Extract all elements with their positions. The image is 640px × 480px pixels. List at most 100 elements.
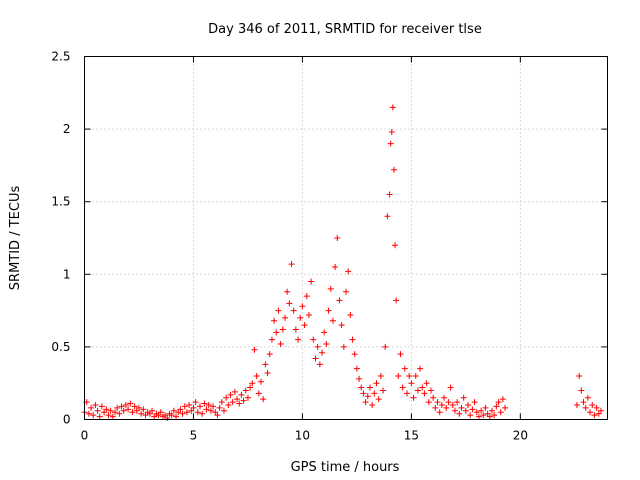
- data-point: [149, 407, 156, 414]
- data-point: [218, 399, 225, 406]
- data-point: [430, 394, 437, 401]
- data-point: [192, 399, 199, 406]
- data-point: [247, 384, 254, 391]
- chart-title: Day 346 of 2011, SRMTID for receiver tls…: [208, 22, 482, 37]
- data-point: [186, 401, 193, 408]
- plot-frame: [84, 56, 608, 420]
- data-point: [334, 235, 341, 241]
- data-point: [573, 401, 580, 408]
- data-point: [98, 403, 105, 410]
- data-point: [94, 407, 101, 414]
- data-point: [343, 288, 349, 295]
- data-point: [118, 403, 125, 410]
- data-point: [258, 378, 265, 385]
- data-point: [495, 399, 502, 406]
- data-point: [310, 336, 317, 343]
- data-point: [303, 293, 310, 300]
- data-point: [373, 380, 380, 387]
- data-point: [92, 401, 99, 408]
- data-point: [323, 340, 330, 347]
- axis-ticks: [84, 56, 608, 420]
- data-point: [236, 400, 243, 407]
- data-point: [338, 322, 345, 329]
- data-point: [493, 403, 500, 410]
- data-point: [231, 388, 238, 395]
- data-point: [288, 261, 295, 268]
- grid: [84, 56, 608, 420]
- data-point: [580, 399, 587, 406]
- data-point: [120, 407, 127, 414]
- x-tick-label: 0: [81, 429, 89, 443]
- data-point: [340, 343, 347, 350]
- x-tick-label: 20: [513, 429, 528, 443]
- data-point: [436, 409, 443, 416]
- data-point: [205, 401, 212, 408]
- data-point: [480, 412, 487, 419]
- data-point: [229, 399, 236, 406]
- data-point: [173, 413, 180, 420]
- data-point: [347, 311, 354, 318]
- y-axis-label: SRMTID / TECUs: [8, 186, 23, 291]
- y-tick-label: 2.5: [51, 50, 70, 64]
- data-point: [353, 365, 360, 372]
- data-point: [589, 401, 596, 408]
- data-point: [220, 407, 227, 414]
- data-point: [177, 406, 184, 413]
- data-point: [401, 365, 408, 372]
- data-point: [591, 412, 598, 419]
- data-point: [410, 394, 417, 401]
- data-point: [183, 409, 190, 416]
- data-point: [419, 384, 426, 391]
- data-point: [471, 399, 478, 406]
- data-point: [135, 404, 142, 411]
- data-point: [242, 387, 249, 394]
- data-point: [392, 242, 399, 249]
- data-point: [432, 404, 439, 411]
- data-point: [321, 329, 328, 336]
- data-point: [441, 394, 448, 401]
- data-point: [486, 413, 493, 420]
- data-point: [593, 404, 600, 411]
- data-point: [122, 401, 129, 408]
- data-point: [266, 351, 273, 358]
- data-point: [382, 343, 389, 350]
- data-point: [194, 409, 201, 416]
- data-point: [227, 391, 234, 398]
- data-point: [168, 412, 175, 419]
- data-point: [356, 375, 363, 382]
- data-point: [499, 396, 506, 403]
- data-point: [597, 407, 604, 414]
- data-point: [349, 336, 356, 343]
- data-point: [295, 336, 302, 343]
- data-point: [371, 390, 378, 397]
- data-point: [196, 403, 203, 410]
- data-point: [105, 412, 112, 419]
- data-point: [125, 406, 132, 413]
- data-point: [319, 349, 326, 356]
- data-point: [290, 307, 297, 314]
- data-point: [388, 129, 395, 136]
- data-point: [308, 278, 315, 285]
- data-point: [380, 387, 387, 394]
- data-point: [369, 401, 376, 408]
- data-point: [414, 387, 421, 394]
- data-point: [393, 297, 400, 304]
- data-point: [109, 413, 116, 420]
- data-point: [286, 300, 293, 307]
- data-point: [451, 407, 458, 414]
- data-point: [314, 343, 321, 350]
- data-point: [491, 412, 498, 419]
- data-point: [336, 297, 343, 304]
- data-point: [157, 409, 164, 416]
- data-point: [469, 406, 476, 413]
- data-point: [225, 401, 232, 408]
- data-point: [460, 394, 467, 401]
- data-point: [351, 351, 358, 358]
- data-point: [397, 351, 404, 358]
- x-tick-label: 10: [295, 429, 310, 443]
- data-point: [203, 406, 210, 413]
- data-point: [475, 413, 482, 420]
- data-point: [85, 410, 92, 417]
- data-point: [275, 307, 282, 314]
- data-point: [456, 410, 463, 417]
